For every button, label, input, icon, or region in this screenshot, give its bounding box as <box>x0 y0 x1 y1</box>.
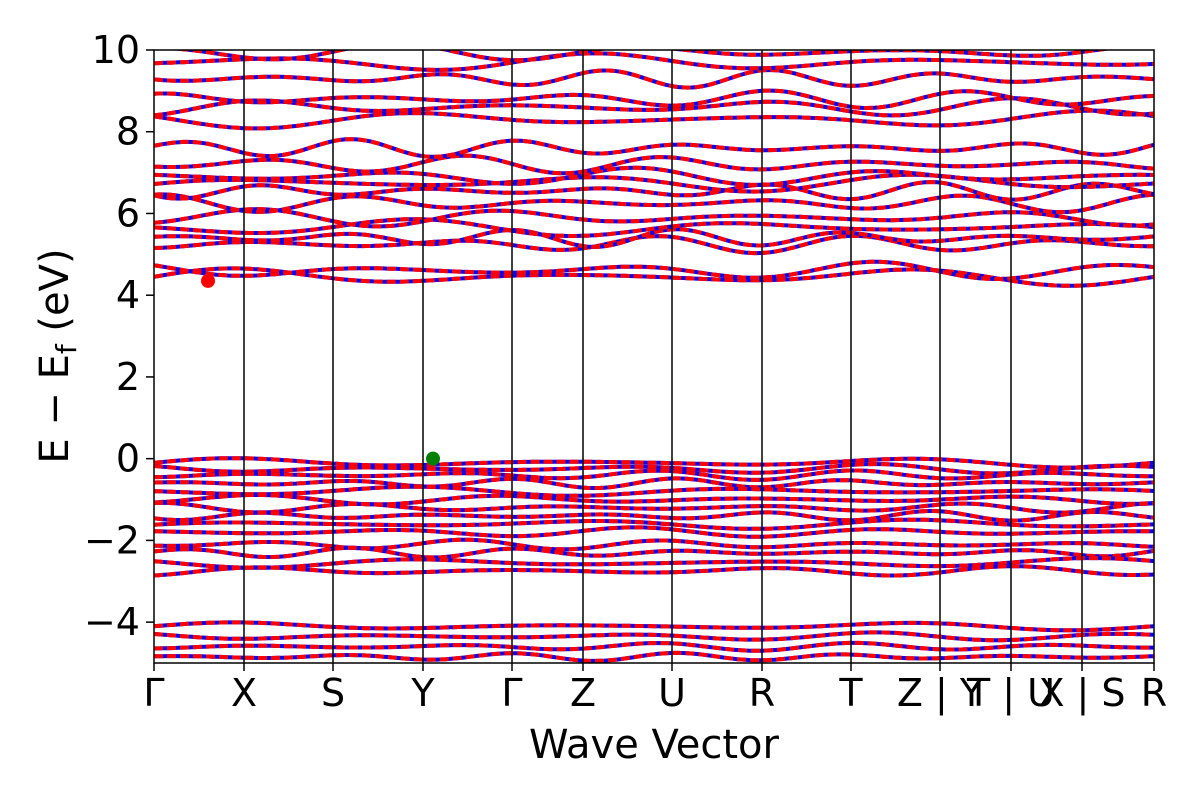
x-tick-label: R <box>1141 671 1167 715</box>
band-line-spin-a <box>154 207 1154 229</box>
band-lines <box>154 50 1154 663</box>
y-tick-label: 8 <box>116 110 140 154</box>
band-line-spin-a <box>154 108 1154 131</box>
x-tick-label: S <box>321 671 345 715</box>
cbm-marker <box>201 273 215 288</box>
x-tick-label: X <box>231 671 257 715</box>
y-axis-label: E − Ef (eV) <box>32 248 83 463</box>
y-tick-label: 4 <box>116 273 140 317</box>
y-axis-label-unit: (eV) <box>32 248 78 344</box>
x-tick-label: X | S <box>1038 671 1125 716</box>
band-line-spin-a <box>154 137 1154 159</box>
y-tick-label: −4 <box>84 600 140 644</box>
band-line-spin-b <box>154 207 1154 229</box>
y-tick-label: −2 <box>84 518 140 562</box>
y-axis-ticks: −4 −2 0 2 4 6 8 10 <box>84 28 154 644</box>
band-line-spin-a <box>154 96 1154 118</box>
x-tick-label: Y <box>410 671 435 715</box>
vbm-marker <box>426 451 440 466</box>
band-line-spin-b <box>154 192 1154 215</box>
x-tick-label: R <box>749 671 775 715</box>
x-axis-ticks: Γ X S Y Γ Z U R T Z | YT | UX | S R <box>143 663 1167 716</box>
extrema-markers <box>201 273 440 466</box>
band-line-spin-a <box>154 564 1154 578</box>
kpoint-divider-lines <box>243 50 1083 663</box>
x-tick-label: T | U <box>966 671 1055 716</box>
band-line-spin-a <box>154 476 1154 490</box>
plot-frame <box>153 49 1155 664</box>
band-line-spin-b <box>154 227 1154 249</box>
band-line-spin-a <box>154 192 1154 215</box>
band-line-spin-a <box>154 67 1154 90</box>
band-line-spin-b <box>154 67 1154 90</box>
x-tick-label: Z | Y <box>897 671 984 716</box>
y-tick-label: 10 <box>92 28 140 72</box>
band-line-spin-a <box>154 509 1154 523</box>
band-line-spin-a <box>154 517 1154 531</box>
band-line-spin-a <box>154 51 1154 72</box>
x-tick-label: T <box>838 671 863 715</box>
band-line-spin-a <box>154 88 1154 111</box>
band-line-spin-a <box>164 50 1112 63</box>
y-axis-label-main: E − E <box>32 354 78 464</box>
band-line-spin-a <box>154 525 1154 539</box>
band-line-spin-a <box>154 500 1154 515</box>
x-tick-label: Z <box>570 671 596 715</box>
band-line-spin-a <box>154 620 1154 633</box>
x-axis-label: Wave Vector <box>529 722 780 768</box>
band-line-spin-a <box>154 640 1154 653</box>
band-line-spin-a <box>154 492 1154 507</box>
band-line-spin-a <box>154 537 1154 552</box>
band-line-spin-a <box>154 233 1154 256</box>
band-line-spin-a <box>154 630 1154 643</box>
band-line-spin-a <box>154 556 1154 570</box>
x-tick-label: U <box>658 671 686 715</box>
band-line-spin-a <box>154 461 1154 476</box>
x-tick-label: Γ <box>501 671 522 715</box>
band-line-spin-a <box>154 650 1154 663</box>
band-line-spin-a <box>154 165 1154 187</box>
band-line-spin-a <box>154 484 1154 498</box>
y-axis-label-subscript: f <box>50 343 83 354</box>
band-line-spin-a <box>154 259 1154 281</box>
band-line-spin-b <box>154 180 1154 202</box>
band-line-spin-a <box>154 468 1154 482</box>
band-line-spin-a <box>154 545 1154 560</box>
x-tick-label: Γ <box>143 671 164 715</box>
y-tick-label: 2 <box>116 355 140 399</box>
band-line-spin-a <box>154 217 1154 238</box>
y-tick-label: 0 <box>116 437 140 481</box>
y-tick-label: 6 <box>116 191 140 235</box>
band-line-spin-b <box>154 153 1154 176</box>
band-line-spin-a <box>154 456 1154 470</box>
